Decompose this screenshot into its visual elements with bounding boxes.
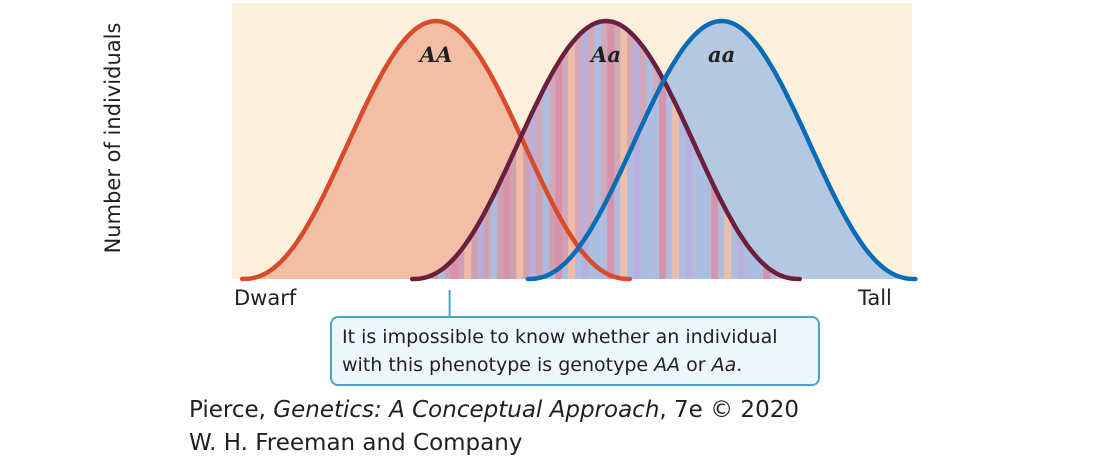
- stripe: [672, 21, 680, 279]
- stripe: [568, 21, 576, 279]
- series-label-AA: AA: [418, 42, 453, 67]
- stripe: [607, 21, 615, 279]
- genotype-aa-dominant: AA: [654, 354, 681, 376]
- stripe: [555, 21, 563, 279]
- stripe: [542, 21, 550, 279]
- book-title: Genetics: A Conceptual Approach: [273, 397, 660, 423]
- x-tick-dwarf: Dwarf: [234, 286, 297, 310]
- stripe: [594, 21, 602, 279]
- series-label-Aa: Aa: [589, 42, 621, 67]
- callout-line-1: It is impossible to know whether an indi…: [342, 326, 778, 348]
- x-tick-tall: Tall: [858, 286, 892, 310]
- y-axis-label: Number of individuals: [101, 22, 125, 254]
- stripe: [516, 21, 524, 279]
- curve-AA: [239, 18, 633, 282]
- stripe: [633, 21, 641, 279]
- series-label-aa: aa: [708, 42, 735, 67]
- curve-aa: [525, 18, 918, 282]
- stripe: [529, 21, 537, 279]
- credit-line-1: Pierce, Genetics: A Conceptual Approach,…: [189, 397, 799, 423]
- credit-line-2: W. H. Freeman and Company: [189, 430, 523, 456]
- callout-line-2: with this phenotype is genotype AA or Aa…: [342, 354, 743, 376]
- callout-box: It is impossible to know whether an indi…: [330, 316, 820, 386]
- stripe: [620, 21, 628, 279]
- genotype-aa-het: Aa: [711, 354, 737, 376]
- stripe: [685, 21, 693, 279]
- stripe: [581, 21, 589, 279]
- stripe: [659, 21, 667, 279]
- stripe: [646, 21, 654, 279]
- curve-Aa: [409, 18, 803, 282]
